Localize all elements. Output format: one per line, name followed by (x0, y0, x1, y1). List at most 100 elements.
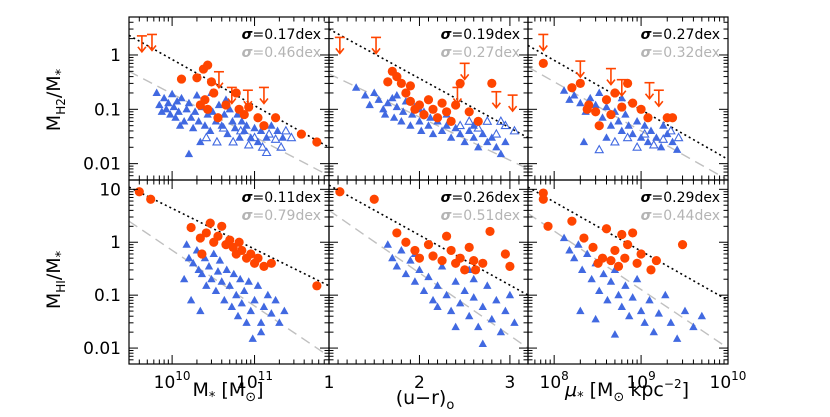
detection-point (575, 78, 585, 88)
sample-triangle (586, 93, 595, 102)
sample-triangle (415, 116, 424, 125)
y-axis-label-hi: MHI/M* (43, 250, 69, 309)
sample-triangle (672, 334, 682, 342)
detection-point (203, 60, 213, 70)
sample-triangle (460, 286, 469, 295)
sample-open-triangle (261, 147, 272, 157)
sample-open-triangle (648, 139, 659, 149)
x-axis-label-color: (u−r)o (396, 387, 455, 413)
detection-point (423, 240, 434, 250)
detection-point (392, 71, 402, 82)
sample-open-triangle (658, 134, 669, 143)
plot-area (528, 186, 728, 349)
sample-triangle (661, 290, 670, 299)
sample-triangle (194, 116, 203, 125)
sample-triangle (365, 100, 374, 109)
sample-triangle (565, 95, 574, 103)
detection-point (455, 253, 465, 263)
detection-point (414, 253, 425, 263)
sample-triangle (211, 286, 221, 295)
sample-triangle (598, 113, 607, 121)
sample-triangle (614, 290, 623, 299)
sample-open-triangle (500, 120, 511, 130)
detection-point (470, 265, 481, 275)
panel-hi-color: 1 2 3 σ=0.26dex σ=0.51dex (324, 179, 529, 393)
detection-point (195, 233, 205, 243)
sigma-gray-annotation: σ=0.46dex (242, 45, 321, 61)
sample-triangle (237, 298, 246, 307)
detection-point (217, 221, 227, 231)
detection-point (485, 226, 495, 237)
sample-open-triangle (257, 141, 268, 151)
sample-triangle (267, 309, 276, 317)
sample-triangle (256, 327, 266, 336)
sample-triangle (428, 129, 438, 138)
sample-triangle (182, 104, 191, 113)
sample-triangle (659, 121, 668, 129)
sigma-gray-annotation: σ=0.32dex (641, 45, 720, 61)
x-axis-label-stellar-mass: M* [M⊙] (192, 379, 263, 405)
sample-open-triangle (243, 139, 254, 149)
fit-dotted-line (528, 186, 728, 301)
sample-open-triangle (264, 128, 274, 138)
detection-point (225, 235, 235, 245)
detection-point (244, 102, 254, 112)
detection-point (567, 216, 577, 226)
sample-triangle (267, 121, 276, 129)
upper-limit-arrow (334, 36, 345, 55)
detection-point (667, 113, 678, 123)
detection-point (414, 100, 425, 110)
sample-triangle (209, 249, 218, 258)
ticks (328, 180, 529, 365)
detection-point (234, 237, 244, 247)
detection-point (632, 258, 642, 268)
sample-triangle (652, 133, 661, 141)
detection-point (628, 228, 638, 238)
sample-triangle (577, 265, 587, 273)
sample-triangle (624, 121, 633, 129)
sample-triangle (184, 149, 194, 158)
sample-triangle (164, 98, 173, 107)
detection-point (588, 242, 598, 252)
sample-triangle (410, 277, 420, 285)
sample-triangle (469, 133, 478, 141)
sample-triangle (668, 137, 677, 146)
sample-triangle (591, 100, 600, 109)
upper-limit-arrow (575, 60, 586, 79)
upper-limit-arrow (146, 33, 157, 52)
detection-point (200, 95, 210, 105)
sample-triangle (159, 93, 169, 102)
sample-triangle (225, 104, 234, 113)
sample-triangle (232, 290, 241, 299)
detection-point (383, 77, 393, 87)
sample-triangle (172, 96, 182, 105)
upper-limit-arrow (459, 62, 470, 81)
detection-point (253, 113, 263, 123)
y-tick-label: 0.1 (94, 286, 121, 306)
panel-h2-color: σ=0.19dex σ=0.27dex (328, 16, 529, 181)
detection-point (620, 253, 630, 263)
x-tick-label: 3 (504, 373, 515, 393)
detection-point (451, 100, 461, 110)
panel-hi-density: 108 109 1010 σ=0.29dex σ=0.44dex (527, 179, 746, 393)
sample-triangle (606, 277, 616, 285)
sigma-gray-annotation: σ=0.44dex (641, 208, 720, 224)
fit-dotted-line (129, 34, 329, 148)
detection-point (259, 121, 269, 131)
sample-triangle (229, 269, 238, 278)
sample-triangle (595, 286, 604, 295)
sample-open-triangle (673, 132, 684, 142)
sample-triangle (628, 293, 637, 301)
detection-point (197, 249, 207, 259)
sample-triangle (501, 306, 510, 315)
sample-triangle (579, 137, 589, 146)
sample-open-triangle (594, 144, 605, 154)
upper-limit-arrow (226, 86, 237, 105)
sample-triangle (397, 246, 406, 254)
detection-point (601, 95, 612, 105)
sample-triangle (617, 93, 626, 102)
plot-area (129, 33, 329, 177)
sample-triangle (259, 302, 269, 310)
sample-triangle (235, 133, 244, 141)
sample-triangle (617, 302, 626, 310)
